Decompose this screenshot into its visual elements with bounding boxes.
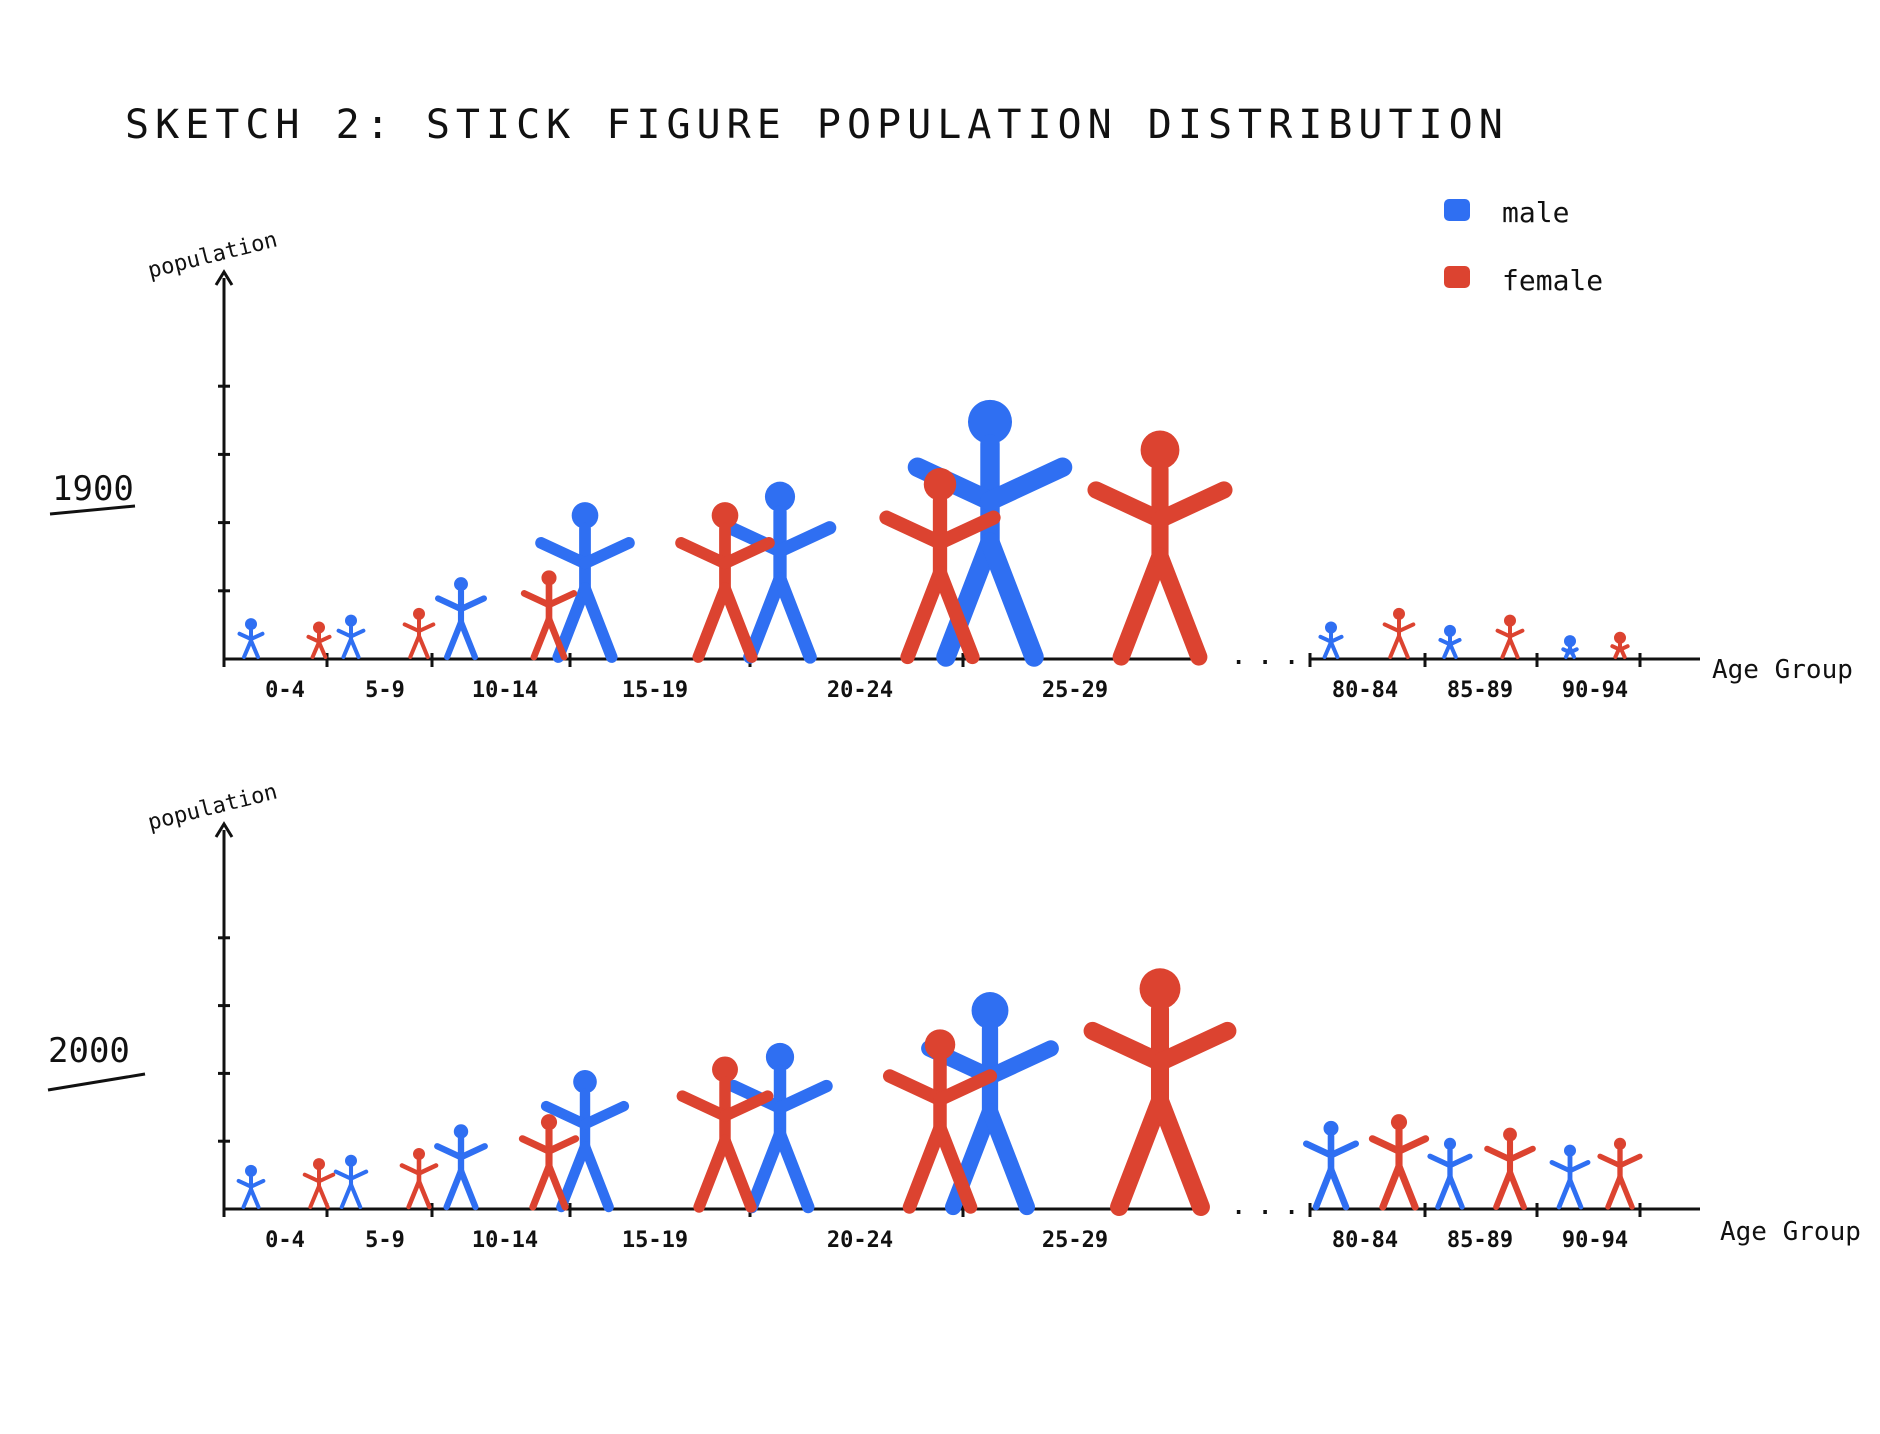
male-figure-85-89 [1427, 1137, 1473, 1210]
figures [237, 399, 1630, 667]
legend-swatch-male [1444, 199, 1470, 221]
y-ticks [218, 384, 230, 593]
x-tick-label: 10-14 [472, 1228, 538, 1253]
figures [236, 968, 1643, 1217]
female-figure-80-84 [1368, 1114, 1430, 1211]
x-tick-label: 25-29 [1042, 678, 1108, 703]
x-tick-label: 85-89 [1447, 1228, 1513, 1253]
chart-2000: population 2000 . . . Age Group 0-4 5-9 10… [47, 780, 1861, 1253]
male-figure-5-9 [333, 1154, 369, 1210]
x-tick-label: 90-94 [1562, 1228, 1628, 1253]
x-tick-label: 0-4 [265, 1228, 305, 1253]
female-figure-25-29 [1083, 968, 1237, 1217]
year-underline [49, 504, 136, 516]
female-figure-90-94 [1610, 631, 1630, 659]
female-figure-5-9 [399, 1147, 439, 1210]
female-figure-0-4 [302, 1158, 336, 1209]
x-tick-label: 15-19 [622, 678, 688, 703]
legend: male female [1444, 196, 1603, 297]
female-figure-25-29 [1087, 430, 1233, 666]
male-figure-85-89 [1438, 624, 1462, 659]
x-tick-label: 80-84 [1332, 1228, 1398, 1253]
category-labels: 0-4 5-9 10-14 15-19 20-24 25-29 80-84 85-89 90-9… [265, 1228, 1628, 1253]
male-figure-5-9 [336, 614, 366, 659]
male-figure-80-84 [1303, 1120, 1359, 1211]
y-ticks [218, 936, 230, 1143]
female-figure-20-24 [882, 1029, 998, 1214]
x-axis-title: Age Group [1712, 655, 1853, 685]
x-tick-label: 5-9 [365, 1228, 405, 1253]
male-figure-20-24 [723, 481, 837, 664]
x-tick-label: 80-84 [1332, 678, 1398, 703]
male-figure-80-84 [1318, 621, 1344, 659]
y-axis-arrow [214, 821, 234, 838]
male-figure-0-4 [237, 618, 265, 659]
x-tick-label: 10-14 [472, 678, 538, 703]
page-title: SKETCH 2: STICK FIGURE POPULATION DISTRI… [125, 102, 1509, 148]
male-figure-15-19 [540, 1070, 630, 1213]
y-axis-arrow [214, 269, 234, 286]
female-figure-10-14 [518, 1114, 580, 1211]
x-axis-title: Age Group [1720, 1217, 1861, 1247]
x-tick-label: 15-19 [622, 1228, 688, 1253]
axis-break-ellipsis: . . . [1232, 1195, 1298, 1220]
legend-label-male: male [1502, 196, 1569, 229]
male-figure-90-94 [1561, 635, 1579, 659]
female-figure-15-19 [676, 1056, 774, 1213]
male-figure-0-4 [236, 1164, 266, 1209]
y-axis-title: population [145, 228, 280, 284]
female-figure-20-24 [879, 468, 1001, 665]
x-tick-label: 25-29 [1042, 1228, 1108, 1253]
female-figure-5-9 [402, 607, 436, 659]
male-figure-90-94 [1549, 1144, 1591, 1210]
y-axis-title: population [145, 780, 280, 836]
axis-break-ellipsis: . . . [1232, 645, 1298, 670]
female-figure-15-19 [675, 502, 775, 663]
female-figure-0-4 [306, 621, 332, 659]
x-tick-label: 0-4 [265, 678, 305, 703]
male-figure-10-14 [435, 577, 487, 661]
female-figure-10-14 [520, 570, 578, 661]
x-tick-label: 20-24 [827, 678, 893, 703]
x-ticks [222, 1203, 1642, 1217]
x-tick-label: 85-89 [1447, 678, 1513, 703]
category-labels: 0-4 5-9 10-14 15-19 20-24 25-29 80-84 85-89 90-9… [265, 678, 1628, 703]
x-tick-label: 5-9 [365, 678, 405, 703]
year-underline [47, 1072, 146, 1092]
x-tick-label: 90-94 [1562, 678, 1628, 703]
female-figure-80-84 [1382, 607, 1416, 659]
chart-1900: population 1900 . . . Age Group 0-4 5-9 10… [49, 228, 1853, 703]
year-label: 1900 [52, 469, 134, 509]
legend-swatch-female [1444, 266, 1470, 288]
female-figure-85-89 [1495, 614, 1525, 659]
x-tick-label: 20-24 [827, 1228, 893, 1253]
female-figure-85-89 [1484, 1127, 1536, 1211]
male-figure-10-14 [434, 1124, 488, 1211]
year-label: 2000 [48, 1031, 130, 1071]
female-figure-90-94 [1597, 1137, 1643, 1210]
legend-label-female: female [1502, 264, 1603, 297]
